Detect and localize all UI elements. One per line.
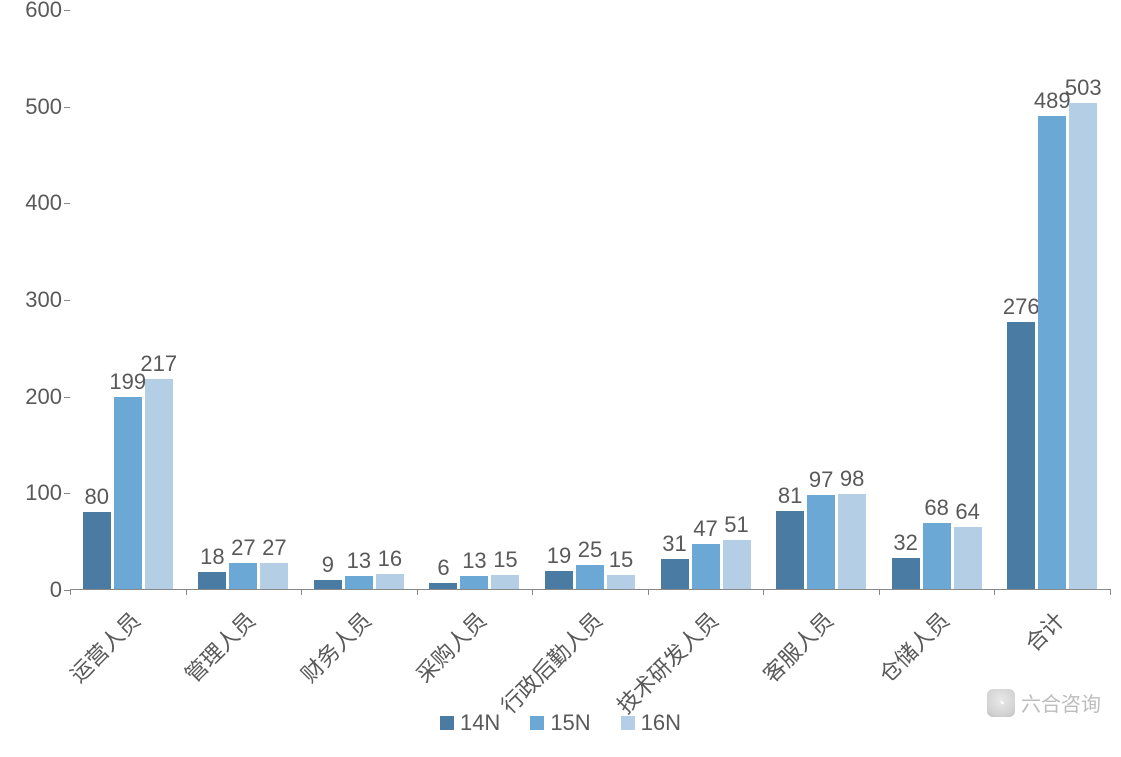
category-label: 行政后勤人员 bbox=[493, 604, 609, 720]
bar-value-label: 51 bbox=[724, 512, 748, 540]
bar-value-label: 27 bbox=[262, 535, 286, 563]
bar-value-label: 27 bbox=[231, 535, 255, 563]
bar: 80 bbox=[83, 512, 111, 589]
bar: 489 bbox=[1038, 116, 1066, 589]
bar-value-label: 9 bbox=[322, 552, 334, 580]
watermark-text: 六合咨询 bbox=[1021, 688, 1101, 717]
bar-group: 91316 bbox=[314, 574, 404, 589]
bar: 217 bbox=[145, 379, 173, 589]
bar-value-label: 276 bbox=[1003, 294, 1040, 322]
category-label: 管理人员 bbox=[177, 604, 262, 689]
legend-label: 16N bbox=[641, 710, 681, 736]
bar: 31 bbox=[661, 559, 689, 589]
bar-group: 192515 bbox=[545, 565, 635, 589]
bar-value-label: 15 bbox=[493, 547, 517, 575]
legend-swatch bbox=[621, 716, 635, 730]
bar-value-label: 98 bbox=[840, 466, 864, 494]
bar-value-label: 32 bbox=[893, 530, 917, 558]
bar-value-label: 47 bbox=[693, 516, 717, 544]
legend-label: 15N bbox=[550, 710, 590, 736]
bar: 13 bbox=[345, 576, 373, 589]
y-axis: 0100200300400500600 bbox=[0, 10, 70, 590]
bar: 64 bbox=[954, 527, 982, 589]
bar-value-label: 15 bbox=[609, 547, 633, 575]
bar-value-label: 18 bbox=[200, 544, 224, 572]
bar-group: 314751 bbox=[661, 540, 751, 589]
bar: 32 bbox=[892, 558, 920, 589]
bar-value-label: 13 bbox=[462, 548, 486, 576]
wechat-icon: ◔ bbox=[987, 689, 1015, 717]
bar-group: 326864 bbox=[892, 523, 982, 589]
bar: 25 bbox=[576, 565, 604, 589]
chart-area: 8019921718272791316613151925153147518197… bbox=[70, 10, 1110, 590]
bar-value-label: 80 bbox=[85, 484, 109, 512]
y-tick-label: 0 bbox=[50, 577, 62, 603]
bar-value-label: 81 bbox=[778, 483, 802, 511]
bar-group: 80199217 bbox=[83, 379, 173, 589]
bar-value-label: 25 bbox=[578, 537, 602, 565]
bar: 68 bbox=[923, 523, 951, 589]
category-label: 采购人员 bbox=[408, 604, 493, 689]
y-tick-label: 400 bbox=[25, 190, 62, 216]
bar: 27 bbox=[229, 563, 257, 589]
bar-value-label: 6 bbox=[437, 555, 449, 583]
category-label: 技术研发人员 bbox=[608, 604, 724, 720]
bar-value-label: 13 bbox=[347, 548, 371, 576]
bar-value-label: 19 bbox=[547, 543, 571, 571]
bar-group: 276489503 bbox=[1007, 103, 1097, 589]
bar: 16 bbox=[376, 574, 404, 589]
bar: 51 bbox=[723, 540, 751, 589]
category-label: 财务人员 bbox=[293, 604, 378, 689]
y-tick-label: 200 bbox=[25, 384, 62, 410]
watermark: ◔ 六合咨询 bbox=[987, 688, 1101, 717]
bar-value-label: 16 bbox=[378, 546, 402, 574]
y-tick-label: 500 bbox=[25, 94, 62, 120]
plot-region: 8019921718272791316613151925153147518197… bbox=[70, 10, 1110, 590]
bar: 81 bbox=[776, 511, 804, 589]
category-label: 仓储人员 bbox=[870, 604, 955, 689]
legend-swatch bbox=[530, 716, 544, 730]
y-tick-label: 600 bbox=[25, 0, 62, 23]
y-tick-label: 300 bbox=[25, 287, 62, 313]
y-tick-label: 100 bbox=[25, 480, 62, 506]
bar: 15 bbox=[607, 575, 635, 590]
bar: 15 bbox=[491, 575, 519, 590]
bar: 503 bbox=[1069, 103, 1097, 589]
bar-value-label: 97 bbox=[809, 467, 833, 495]
bar: 27 bbox=[260, 563, 288, 589]
bar-value-label: 68 bbox=[924, 495, 948, 523]
category-label: 客服人员 bbox=[755, 604, 840, 689]
bar-value-label: 217 bbox=[140, 351, 177, 379]
legend-swatch bbox=[440, 716, 454, 730]
category-label: 合计 bbox=[1017, 604, 1071, 658]
category-label: 运营人员 bbox=[62, 604, 147, 689]
bar-group: 182727 bbox=[198, 563, 288, 589]
bar: 97 bbox=[807, 495, 835, 589]
bar: 6 bbox=[429, 583, 457, 589]
legend: 14N 15N 16N bbox=[0, 710, 1121, 736]
bar-value-label: 31 bbox=[662, 531, 686, 559]
bar: 47 bbox=[692, 544, 720, 589]
bar-value-label: 64 bbox=[955, 499, 979, 527]
bar-value-label: 503 bbox=[1065, 75, 1102, 103]
legend-item: 14N bbox=[440, 710, 500, 736]
bar: 199 bbox=[114, 397, 142, 589]
bar: 276 bbox=[1007, 322, 1035, 589]
bar: 18 bbox=[198, 572, 226, 589]
bar: 13 bbox=[460, 576, 488, 589]
bar: 98 bbox=[838, 494, 866, 589]
legend-item: 15N bbox=[530, 710, 590, 736]
legend-label: 14N bbox=[460, 710, 500, 736]
bar-group: 819798 bbox=[776, 494, 866, 589]
bar: 9 bbox=[314, 580, 342, 589]
legend-item: 16N bbox=[621, 710, 681, 736]
bar-group: 61315 bbox=[429, 575, 519, 590]
bar: 19 bbox=[545, 571, 573, 589]
